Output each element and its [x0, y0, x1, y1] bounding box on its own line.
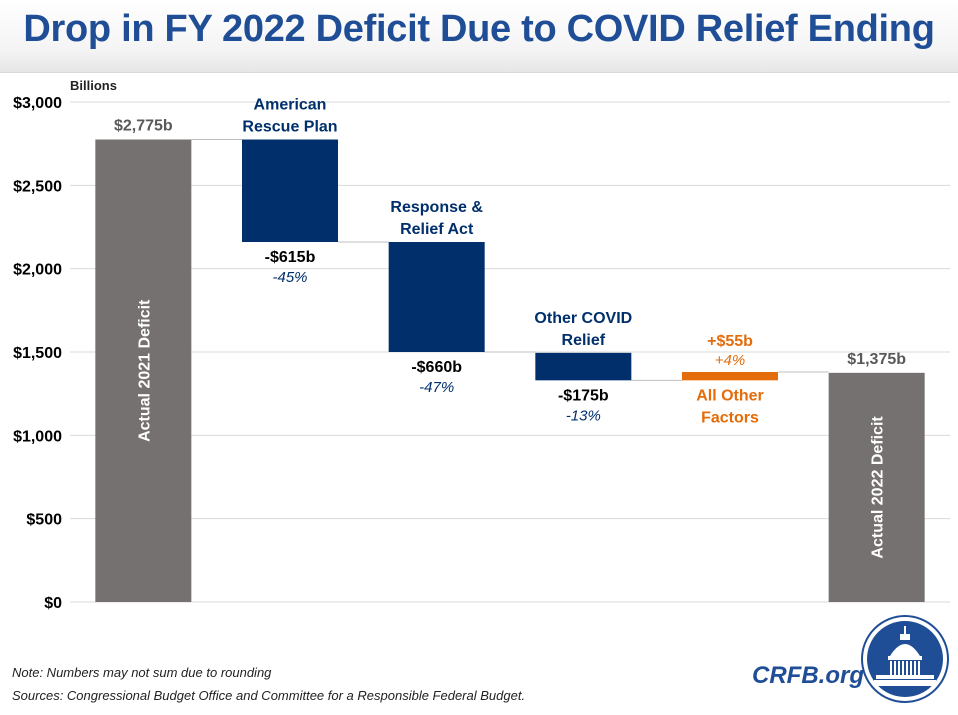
data-labels: $2,775b Actual 2021 Deficit American Rescue… — [114, 97, 906, 559]
y-tick-label: $1,500 — [13, 345, 62, 362]
total-bar — [828, 372, 925, 602]
title-banner: Drop in FY 2022 Deficit Due to COVID Rel… — [0, 0, 958, 73]
y-tick-label: $3,000 — [13, 95, 62, 112]
bar-category-label: Factors — [701, 409, 759, 426]
y-tick-label: $0 — [44, 595, 62, 612]
value-label: $2,775b — [114, 118, 173, 135]
bar-category-label: Actual 2022 Deficit — [870, 416, 887, 559]
waterfall-chart: $0 $500 $1,000 $1,500 $2,000 $2,500 $3,000 Bill… — [13, 78, 950, 612]
y-tick-label: $500 — [26, 512, 62, 529]
decrease-bar — [535, 352, 632, 381]
percent-label: -13% — [566, 407, 601, 424]
bar-category-label: Relief — [562, 332, 606, 349]
site-link[interactable]: CRFB.org — [752, 662, 864, 689]
bar-category-label: Relief Act — [400, 221, 474, 238]
increase-bar — [682, 372, 778, 381]
value-label: -$175b — [558, 387, 609, 404]
value-label: +$55b — [707, 333, 753, 350]
percent-label: +4% — [715, 352, 745, 369]
chart-title: Drop in FY 2022 Deficit Due to COVID Rel… — [23, 8, 935, 50]
bar-category-label: American — [254, 97, 327, 114]
decrease-bar — [242, 139, 338, 242]
y-tick-label: $2,000 — [13, 262, 62, 279]
value-label: -$660b — [411, 359, 462, 376]
bar-category-label: Other COVID — [534, 310, 632, 327]
decrease-bar — [388, 242, 485, 352]
bar-category-label: Rescue Plan — [242, 119, 337, 136]
bars — [95, 139, 925, 602]
capitol-dome-seal-icon — [861, 615, 949, 703]
bar-category-label: Actual 2021 Deficit — [136, 299, 153, 442]
note-text: Note: Numbers may not sum due to roundin… — [12, 665, 272, 680]
value-label: $1,375b — [847, 351, 906, 368]
value-label: -$615b — [265, 249, 316, 266]
bar-category-label: All Other — [696, 387, 764, 404]
percent-label: -45% — [272, 269, 307, 286]
connectors — [191, 139, 829, 381]
y-tick-label: $2,500 — [13, 178, 62, 195]
bar-category-label: Response & — [390, 199, 483, 216]
total-bar — [95, 139, 192, 602]
y-axis-unit-label: Billions — [70, 78, 117, 93]
percent-label: -47% — [419, 379, 454, 396]
sources-text: Sources: Congressional Budget Office and… — [12, 688, 526, 703]
y-axis: $0 $500 $1,000 $1,500 $2,000 $2,500 $3,000 Bill… — [13, 78, 117, 612]
y-tick-label: $1,000 — [13, 428, 62, 445]
